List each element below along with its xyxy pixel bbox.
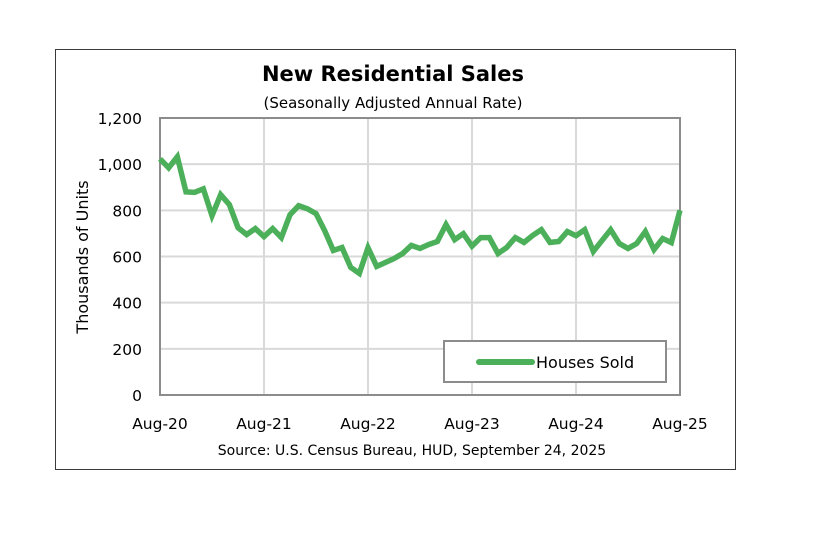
y-tick-label: 800: [112, 202, 142, 220]
data-point-houses-sold: [192, 190, 197, 195]
data-point-houses-sold: [461, 231, 466, 236]
data-point-houses-sold: [296, 203, 301, 208]
chart-subtitle: (Seasonally Adjusted Annual Rate): [263, 94, 522, 112]
data-point-houses-sold: [166, 165, 171, 170]
x-tick-label: Aug-20: [132, 415, 188, 433]
data-point-houses-sold: [262, 234, 267, 239]
data-point-houses-sold: [634, 241, 639, 246]
data-point-houses-sold: [314, 211, 319, 216]
data-point-houses-sold: [582, 227, 587, 232]
x-axis-ticks: Aug-20 Aug-21 Aug-22 Aug-23 Aug-24 Aug-25: [132, 415, 708, 433]
data-point-houses-sold: [244, 232, 249, 237]
data-point-houses-sold: [340, 245, 345, 250]
data-point-houses-sold: [426, 242, 431, 247]
data-point-houses-sold: [444, 222, 449, 227]
data-point-houses-sold: [513, 235, 518, 240]
data-point-houses-sold: [617, 241, 622, 246]
data-point-houses-sold: [470, 244, 475, 249]
data-point-houses-sold: [608, 227, 613, 232]
y-axis-ticks: 0 200 400 600 800 1,000 1,200: [98, 110, 142, 405]
x-tick-label: Aug-24: [548, 415, 604, 433]
data-point-houses-sold: [409, 243, 414, 248]
data-point-houses-sold: [366, 245, 371, 250]
data-point-houses-sold: [348, 265, 353, 270]
data-point-houses-sold: [400, 251, 405, 256]
data-point-houses-sold: [487, 235, 492, 240]
data-point-houses-sold: [504, 245, 509, 250]
data-point-houses-sold: [210, 213, 215, 218]
data-point-houses-sold: [383, 260, 388, 265]
data-point-houses-sold: [158, 156, 163, 161]
data-point-houses-sold: [669, 240, 674, 245]
data-point-houses-sold: [652, 247, 657, 252]
data-point-houses-sold: [530, 233, 535, 238]
data-point-houses-sold: [452, 237, 457, 242]
data-point-houses-sold: [218, 192, 223, 197]
y-tick-label: 0: [132, 387, 142, 405]
y-tick-label: 600: [112, 249, 142, 267]
x-tick-label: Aug-23: [444, 415, 500, 433]
y-tick-label: 200: [112, 341, 142, 359]
data-point-houses-sold: [600, 238, 605, 243]
data-point-houses-sold: [556, 239, 561, 244]
data-point-houses-sold: [496, 251, 501, 256]
y-tick-label: 1,200: [98, 110, 142, 128]
data-point-houses-sold: [418, 246, 423, 251]
data-point-houses-sold: [643, 229, 648, 234]
legend: Houses Sold: [443, 340, 667, 383]
data-point-houses-sold: [279, 235, 284, 240]
data-point-houses-sold: [253, 226, 258, 231]
data-point-houses-sold: [201, 186, 206, 191]
data-point-houses-sold: [574, 233, 579, 238]
data-point-houses-sold: [565, 229, 570, 234]
data-point-houses-sold: [392, 256, 397, 261]
data-point-houses-sold: [660, 236, 665, 241]
chart-title: New Residential Sales: [262, 62, 524, 86]
data-point-houses-sold: [305, 206, 310, 211]
data-point-houses-sold: [539, 227, 544, 232]
data-point-houses-sold: [227, 202, 232, 207]
x-tick-label: Aug-25: [652, 415, 708, 433]
data-point-houses-sold: [626, 246, 631, 251]
data-point-houses-sold: [522, 240, 527, 245]
data-point-houses-sold: [236, 225, 241, 230]
data-point-houses-sold: [322, 228, 327, 233]
x-tick-label: Aug-22: [340, 415, 396, 433]
data-point-houses-sold: [184, 189, 189, 194]
legend-label-houses-sold: Houses Sold: [536, 353, 634, 372]
series-layer: [158, 150, 683, 278]
data-point-houses-sold: [175, 154, 180, 159]
data-point-houses-sold: [478, 235, 483, 240]
y-tick-label: 1,000: [98, 156, 142, 174]
data-point-houses-sold: [288, 212, 293, 217]
data-point-houses-sold: [374, 264, 379, 269]
series-line-houses-sold: [158, 150, 683, 278]
y-tick-label: 400: [112, 295, 142, 313]
data-point-houses-sold: [331, 248, 336, 253]
data-point-houses-sold: [435, 239, 440, 244]
y-axis-label: Thousands of Units: [73, 180, 92, 334]
chart-source-note: Source: U.S. Census Bureau, HUD, Septemb…: [218, 443, 606, 459]
data-point-houses-sold: [270, 226, 275, 231]
plot-area-border: [159, 117, 681, 396]
data-point-houses-sold: [678, 208, 683, 213]
x-tick-label: Aug-21: [236, 415, 292, 433]
data-point-houses-sold: [548, 240, 553, 245]
data-point-houses-sold: [591, 249, 596, 254]
data-point-houses-sold: [357, 271, 362, 276]
